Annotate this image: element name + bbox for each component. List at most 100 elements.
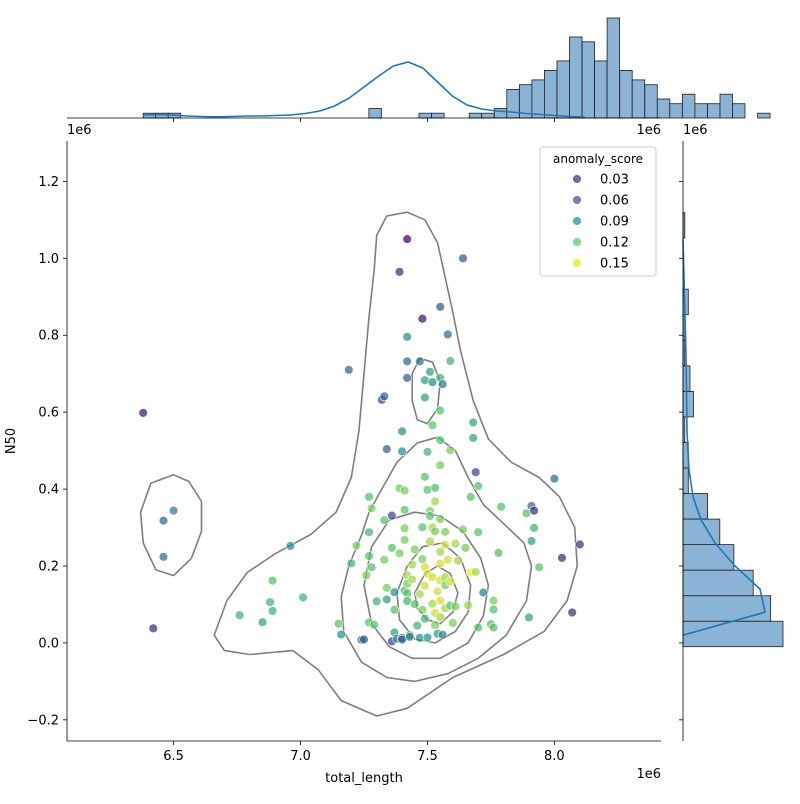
top-histogram-bar (481, 112, 495, 119)
scatter-point (387, 510, 397, 521)
scatter-point (435, 460, 445, 470)
right-histogram-bar (682, 569, 754, 597)
scatter-point (468, 417, 478, 428)
scatter-point (440, 527, 450, 537)
scatter-point (529, 523, 539, 533)
y-tick-label: 0.2 (38, 560, 59, 575)
scatter-point (529, 505, 539, 516)
scatter-point (440, 540, 450, 550)
legend-label: 0.15 (600, 257, 629, 272)
scatter-point (435, 514, 445, 524)
main-axes: 6.5 7.0 7.5 8.0 −0.2 0.0 0.2 0.4 0.6 0.8 1.0 1.2 (27, 141, 661, 764)
right-histogram-bar (682, 467, 689, 494)
scatter-point (567, 607, 577, 618)
y-tick-label: 0.8 (38, 329, 59, 344)
scatter-point (359, 634, 369, 645)
scatter-point (422, 447, 433, 457)
scatter-point (399, 485, 410, 496)
legend-label: 0.12 (600, 236, 629, 251)
scatter-point (168, 505, 179, 516)
scatter-point (417, 522, 428, 532)
legend-marker (572, 195, 582, 205)
scatter-point (432, 586, 443, 597)
scatter-point (524, 612, 534, 623)
top-histogram-bar (669, 103, 683, 119)
scatter-point (364, 527, 374, 537)
scatter-point (549, 474, 560, 484)
scatter-point (526, 536, 537, 546)
scatter-point (399, 505, 410, 515)
scatter-point (471, 467, 481, 477)
scatter-point (379, 515, 389, 525)
top-histogram-bar (431, 112, 445, 119)
scatter-point (379, 391, 389, 402)
scatter-point (379, 555, 389, 565)
scatter-point (458, 253, 468, 263)
kde-contour-4 (363, 511, 490, 660)
scatter-point (463, 600, 473, 610)
top-histogram-bar (581, 41, 595, 119)
top-histogram-bar (544, 70, 558, 119)
scatter-point (448, 618, 458, 628)
scatter-point (453, 555, 463, 566)
x-axis-offset-label: 1e6 (636, 767, 661, 782)
scatter-point (405, 632, 415, 642)
legend-label: 0.09 (600, 215, 629, 230)
scatter-point (138, 408, 148, 418)
right-histogram-bar (682, 493, 709, 520)
kde-contour-1 (213, 211, 578, 717)
scatter-point (336, 629, 346, 640)
scatter-point (445, 445, 455, 455)
scatter-point (430, 483, 440, 493)
legend-marker (572, 258, 582, 268)
scatter-point (468, 433, 478, 443)
top-histogram-bar (631, 79, 646, 119)
scatter-point (575, 539, 585, 550)
scatter-point (397, 426, 407, 437)
right-histogram-bar (682, 595, 772, 622)
scatter-point (435, 405, 445, 416)
top-histogram-bar (719, 93, 733, 119)
scatter-point (438, 630, 448, 640)
scatter-point (407, 574, 417, 585)
right-marginal-axes (679, 141, 784, 741)
scatter-point (478, 587, 488, 598)
scatter-point (557, 553, 567, 563)
scatter-point (493, 548, 504, 558)
scatter-point (298, 592, 308, 603)
kde-contour-0 (139, 474, 203, 577)
scatter-point (420, 580, 430, 591)
scatter-point (344, 365, 354, 375)
scatter-point (234, 610, 245, 620)
top-histogram-bar (531, 79, 545, 119)
scatter-point (394, 548, 405, 558)
scatter-point (402, 373, 412, 383)
scatter-point (488, 595, 499, 606)
scatter-point (443, 329, 453, 340)
scatter-point (473, 527, 483, 537)
scatter-point (382, 583, 392, 593)
scatter-point (450, 538, 461, 549)
scatter-point (420, 392, 430, 403)
top-histogram-bar (368, 108, 382, 119)
scatter-point (366, 562, 377, 572)
scatter-point (458, 524, 468, 535)
scatter-point (402, 332, 412, 342)
scatter-point (346, 558, 356, 568)
top-histogram-bar (556, 60, 570, 119)
scatter-point (387, 543, 397, 553)
scatter-point (364, 551, 374, 561)
scatter-point (402, 234, 412, 244)
scatter-point (158, 515, 169, 526)
top-histogram-bar (757, 112, 771, 119)
scatter-point (382, 594, 392, 605)
scatter-point (488, 604, 499, 615)
scatter-point (445, 356, 455, 366)
scatter-point (465, 492, 476, 502)
scatter-point (285, 541, 296, 551)
scatter-point (422, 632, 433, 643)
scatter-point (410, 599, 420, 609)
scatter-point (351, 540, 362, 551)
scatter-point (361, 570, 372, 580)
